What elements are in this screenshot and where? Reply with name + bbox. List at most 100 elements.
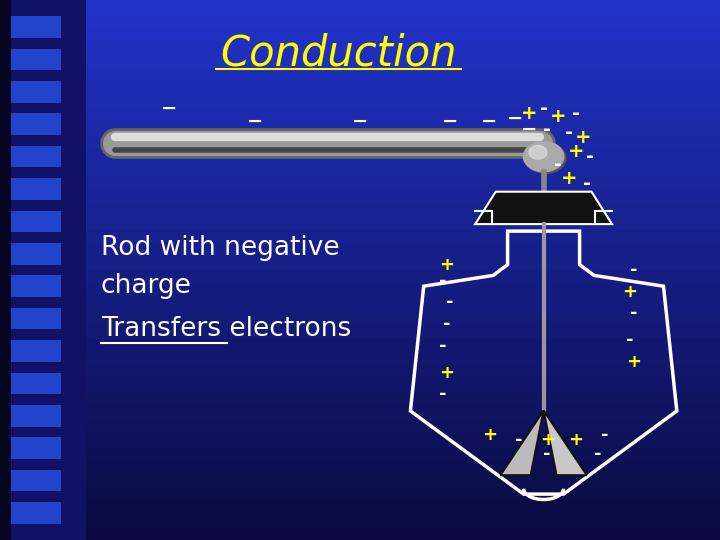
Text: +: + [482,426,497,444]
Text: +: + [521,104,537,123]
Text: −: − [442,112,458,131]
Bar [72,392,720,405]
Bar [72,270,720,284]
Circle shape [523,141,564,172]
Text: -: - [446,293,454,312]
Bar [72,297,720,310]
Bar [72,513,720,526]
Text: +: + [623,282,637,301]
Bar [11,502,61,524]
Bar [72,284,720,297]
Text: +: + [568,141,584,161]
Text: +: + [575,128,591,147]
Text: +: + [439,255,454,274]
Bar [11,146,61,167]
Text: −: − [521,120,537,139]
Text: charge: charge [101,273,192,299]
Bar [72,27,720,40]
Bar [72,418,720,432]
Bar [72,472,720,486]
Text: -: - [582,174,591,193]
Bar [72,0,720,14]
Bar [72,94,720,108]
Text: Transfers electrons: Transfers electrons [101,316,351,342]
Bar [72,324,720,338]
Text: +: + [561,168,577,188]
Bar [72,459,720,472]
Text: Conduction: Conduction [220,33,456,75]
Text: -: - [564,123,573,142]
Text: −: − [352,112,368,131]
Bar [72,446,720,459]
Text: −: − [248,112,264,131]
Bar [72,108,720,122]
Bar [11,243,61,265]
Bar [72,378,720,392]
Bar [72,40,720,54]
Text: +: + [439,363,454,382]
Bar [72,135,720,148]
Bar [72,162,720,176]
Text: -: - [626,331,634,349]
Bar [72,243,720,256]
Bar [11,81,61,103]
Text: -: - [601,426,608,444]
Bar [72,310,720,324]
Text: -: - [539,98,548,118]
Bar [11,470,61,491]
Bar [72,351,720,364]
Text: -: - [554,155,562,174]
Bar [72,81,720,94]
Bar [72,364,720,378]
Circle shape [528,145,547,159]
Bar [11,275,61,297]
Bar [11,113,61,135]
Text: -: - [572,104,580,123]
Bar [11,437,61,459]
Text: -: - [586,147,595,166]
Bar [72,500,720,513]
Bar [72,202,720,216]
Text: -: - [594,444,601,463]
Bar [72,256,720,270]
Bar [11,405,61,427]
Bar [11,178,61,200]
Text: −: − [161,98,177,118]
Bar [11,211,61,232]
Bar [0,0,86,540]
Circle shape [526,143,566,173]
Bar [72,230,720,243]
Bar [11,16,61,38]
Text: +: + [626,353,641,371]
Bar [72,526,720,540]
Text: -: - [439,385,446,403]
Bar [72,216,720,229]
Text: -: - [544,444,551,463]
Text: +: + [550,106,566,126]
Bar [11,308,61,329]
Bar [11,340,61,362]
Text: −: − [507,109,523,129]
Bar [72,148,720,162]
Text: -: - [515,431,522,449]
Bar [11,49,61,70]
Bar [72,176,720,189]
Text: -: - [439,336,446,355]
Text: -: - [443,315,450,333]
Bar [0,0,11,540]
Bar [72,189,720,202]
Text: -: - [439,272,446,290]
Text: -: - [630,304,637,322]
Text: +: + [540,431,554,449]
Text: -: - [630,261,637,279]
Text: Rod with negative: Rod with negative [101,235,339,261]
Bar [72,405,720,418]
Bar [72,14,720,27]
Text: −: − [482,112,498,131]
Bar [72,68,720,81]
Text: -: - [543,120,552,139]
Bar [72,432,720,445]
Text: +: + [569,431,583,449]
Polygon shape [544,410,587,475]
Polygon shape [500,410,544,475]
